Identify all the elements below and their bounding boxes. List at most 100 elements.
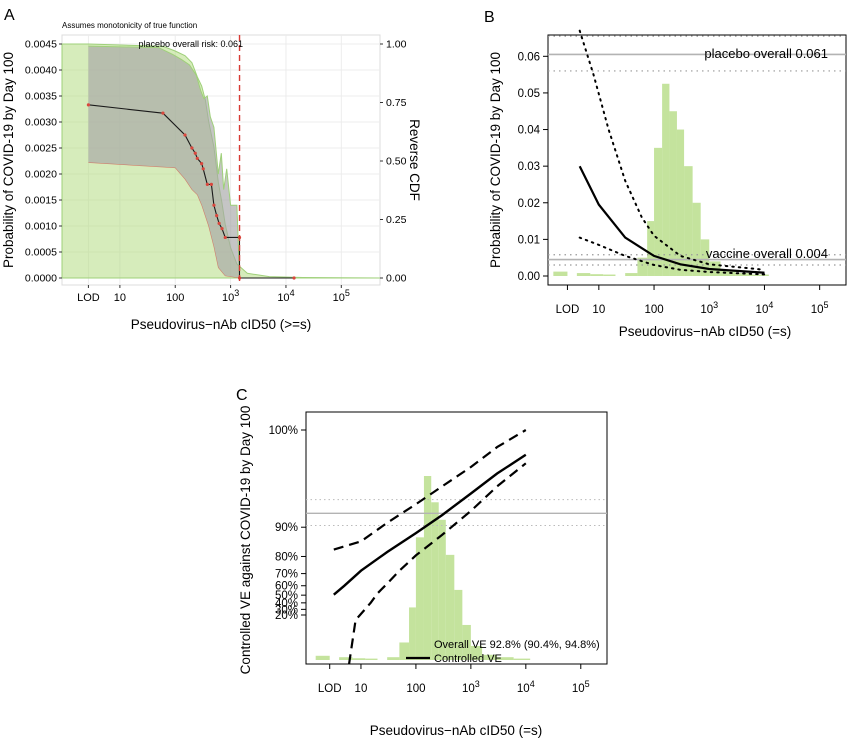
histogram-bar [735,273,753,276]
risk-ci-upper-edge [88,45,240,279]
risk-point [223,235,227,240]
panel-b-placebo-label: placebo overall 0.061 [704,46,828,61]
histogram-bar [438,519,446,660]
histogram-bar [676,129,685,276]
x-tick-label: 103 [462,679,480,695]
risk-point [212,203,216,207]
panel-b-y-ticks: 0.00 0.01 0.02 0.03 0.04 0.05 0.06 [518,51,548,283]
y-tick-label: 0.0010 [25,221,57,233]
panel-a-y-ticks: 0.0000 0.0005 0.0010 0.0015 0.0020 0.0025 0.00… [25,39,62,285]
risk-point [217,221,221,225]
panel-c-label: C [236,387,248,404]
y-tick-label: 60% [275,581,298,593]
x-tick-label: 100 [166,292,184,304]
panel-a-x-ticks: LOD 10 100 103 104 105 [77,285,350,304]
panel-b: B 0.00 0.01 0.02 0.03 0.04 0.05 0.06 LOD 10 100 1… [484,9,847,339]
ve-curve [333,453,527,596]
y-tick-label: 0.0000 [25,273,57,285]
panel-a-annotation-top: Assumes monotonicity of true function [62,21,197,30]
x-tick-label: 105 [572,679,590,695]
y-tick-label: 0.0030 [25,117,57,129]
y2-tick-label: 0.25 [386,214,407,226]
histogram-bar [470,645,483,660]
risk-point [193,151,197,155]
y-tick-label: 0.0040 [25,65,57,77]
y2-tick-label: 0.50 [386,156,407,168]
histogram-bar [352,658,366,660]
panel-c-y-ticks: 20%30%40%50%60%70% 80% 90% 100% [269,425,306,622]
x-tick-label: 100 [406,683,425,695]
histogram-bar [752,274,769,276]
risk-ci-lower-edge [88,162,240,279]
histogram-bar [647,221,655,276]
histogram-bar [637,257,648,276]
histogram-bar [590,274,604,276]
histogram-bar [625,273,638,276]
histogram-bar [399,642,410,660]
panel-b-x-ticks: LOD 10 100 103 104 105 [556,285,829,316]
x-tick-label: 105 [333,288,350,304]
panel-b-x-label: Pseudovirus−nAb cID50 (=s) [619,324,792,339]
panel-b-plot-frame [547,34,847,286]
histogram-bar [692,202,701,276]
x-tick-label: 100 [644,304,663,316]
x-tick-label: 10 [114,292,126,304]
histogram-bar [669,111,677,276]
panel-c-plot-frame [305,411,608,665]
histogram-bar [462,624,471,660]
x-tick-label: 104 [756,300,774,316]
panel-c: C 20%30%40%50%60%70% 80% 90% 100% LOD 10 100 1… [236,387,608,738]
y-tick-label: 20% [275,610,298,622]
panel-a-y2-label: Reverse CDF [407,119,422,201]
risk-ci-ribbon [88,46,240,278]
risk-ci-upper [578,29,766,271]
risk-point [200,162,204,166]
y-tick-label: 0.0005 [25,247,57,259]
legend-entry-controlled-ve: Controlled VE [434,653,502,665]
y-tick-label: 30% [275,604,298,616]
y-tick-label: 50% [275,590,298,602]
x-tick-label: LOD [556,304,580,316]
risk-point [201,167,205,171]
y-tick-label: 100% [269,425,298,437]
y2-tick-label: 0.75 [386,97,407,109]
panel-a-x-label: Pseudovirus−nAb cID50 (>=s) [131,317,311,332]
ve-curves [333,429,527,664]
panel-c-legend: Overall VE 92.8% (90.4%, 94.8%) Controll… [406,639,600,665]
histogram-bar [365,658,378,660]
panel-c-y-label: Controlled VE against COVID-19 by Day 10… [238,406,253,675]
y-tick-label: 0.04 [518,125,541,137]
x-tick-label: LOD [77,292,100,304]
histogram-bar [431,502,439,660]
x-tick-label: 104 [517,679,535,695]
panel-c-x-ticks: LOD 10 100 103 104 105 [318,664,590,695]
y-tick-label: 0.0035 [25,91,57,103]
y-tick-label: 0.06 [518,51,540,63]
panel-c-marks [306,429,607,664]
x-tick-label: 104 [277,288,294,304]
histogram-bar [662,83,670,277]
risk-point [183,133,187,137]
panel-b-marks [548,29,846,277]
risk-point [161,111,165,115]
y-tick-label: 80% [275,551,298,563]
histogram-bar [482,654,498,660]
histogram-bar [423,476,432,660]
panel-a-annotation-placebo: placebo overall risk: 0.061 [138,39,243,49]
risk-point [86,103,91,107]
x-tick-label: 103 [222,288,239,304]
histogram-bar [415,537,424,660]
x-tick-label: 103 [700,300,718,316]
risk-curve [88,104,294,279]
histogram-bar [654,147,663,276]
panel-a-y2-ticks: 0.00 0.25 0.50 0.75 1.00 [380,39,407,285]
y-tick-label: 0.02 [518,198,540,210]
histogram-bar [553,271,568,276]
y-tick-label: 90% [275,522,298,534]
risk-point [205,182,209,186]
risk-point [292,276,296,280]
y-tick-label: 0.05 [518,88,540,100]
x-tick-label: 105 [811,300,829,316]
y-tick-label: 0.0020 [25,169,57,181]
y2-tick-label: 1.00 [386,39,407,51]
